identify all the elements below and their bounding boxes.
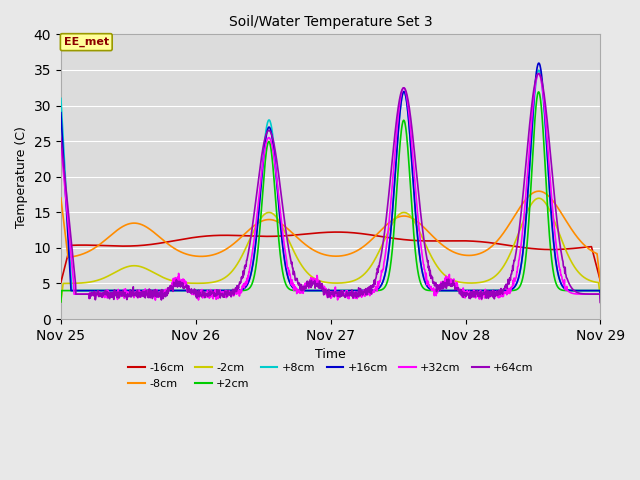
Legend: -16cm, -8cm, -2cm, +2cm, +8cm, +16cm, +32cm, +64cm: -16cm, -8cm, -2cm, +2cm, +8cm, +16cm, +3… [124, 359, 538, 393]
Title: Soil/Water Temperature Set 3: Soil/Water Temperature Set 3 [229, 15, 433, 29]
Text: EE_met: EE_met [64, 37, 109, 47]
Y-axis label: Temperature (C): Temperature (C) [15, 126, 28, 228]
X-axis label: Time: Time [316, 348, 346, 361]
